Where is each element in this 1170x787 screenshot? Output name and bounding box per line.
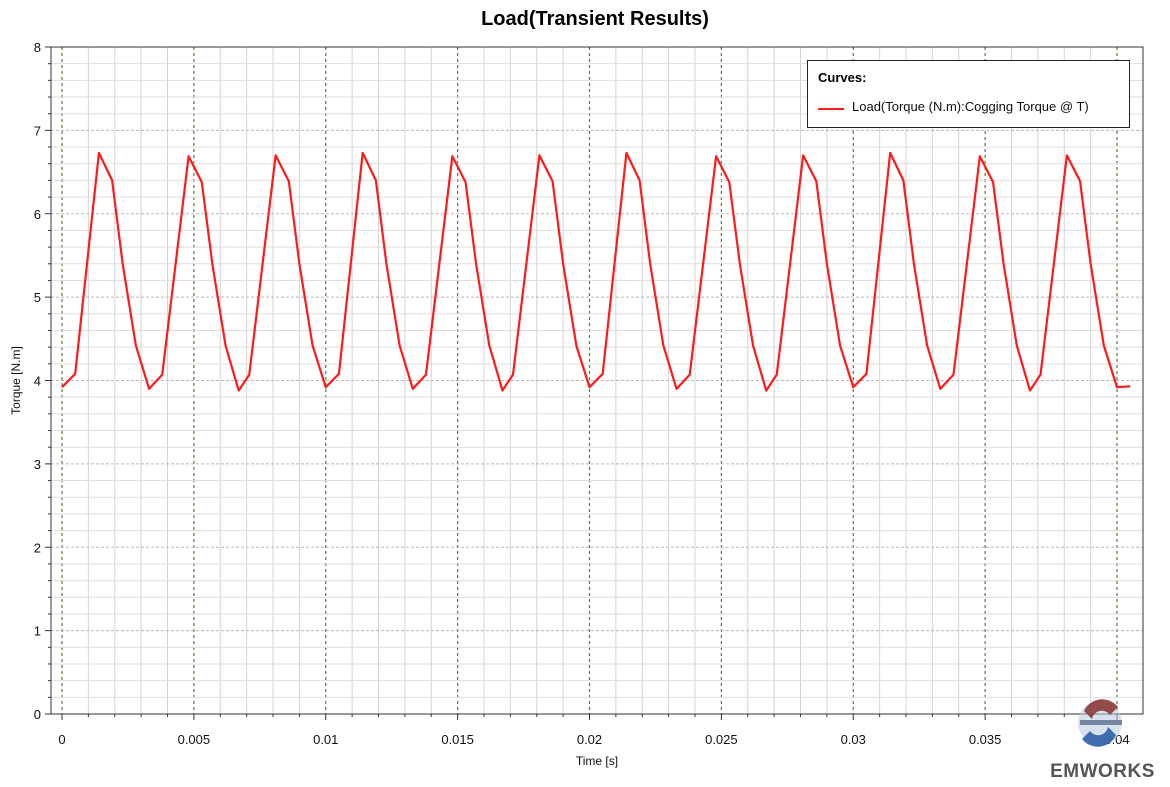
x-tick-label: 0.02: [577, 732, 602, 747]
legend-entry-label: Load(Torque (N.m):Cogging Torque @ T): [852, 99, 1089, 114]
y-tick-label: 8: [34, 40, 41, 55]
legend-swatch: [818, 108, 844, 110]
x-tick-label: 0: [58, 732, 65, 747]
x-tick-label: 0.035: [969, 732, 1002, 747]
x-tick-label: 0.025: [705, 732, 738, 747]
y-tick-label: 4: [34, 374, 41, 389]
y-tick-label: 5: [34, 290, 41, 305]
x-tick-label: 0.015: [441, 732, 474, 747]
y-tick-label: 1: [34, 624, 41, 639]
x-tick-label: 0.01: [313, 732, 338, 747]
y-axis-label: Torque [N.m]: [9, 346, 23, 415]
axes: [45, 46, 1144, 720]
legend: Curves: Load(Torque (N.m):Cogging Torque…: [807, 60, 1130, 128]
emworks-logo-icon: [1078, 699, 1122, 747]
series-line-0: [61, 151, 1131, 392]
chart-title: Load(Transient Results): [481, 8, 709, 30]
y-tick-label: 6: [34, 207, 41, 222]
x-tick-labels: 0 0.005 0.01 0.015 0.02 0.025 0.03 0.035 0.04: [58, 732, 1129, 747]
emworks-logo-text: EMWORKS: [1050, 761, 1155, 782]
y-tick-label: 7: [34, 123, 41, 138]
series-layer: [61, 151, 1131, 392]
legend-title: Curves:: [818, 70, 867, 85]
x-axis-label: Time [s]: [576, 754, 618, 768]
y-tick-labels: 0 1 2 3 4 5 6 7 8: [34, 40, 41, 722]
y-tick-label: 0: [34, 707, 41, 722]
x-tick-label: 0.03: [841, 732, 866, 747]
y-tick-label: 2: [34, 540, 41, 555]
x-tick-label: 0.005: [178, 732, 211, 747]
emworks-logo: EMWORKS: [1040, 697, 1165, 787]
y-tick-label: 3: [34, 457, 41, 472]
